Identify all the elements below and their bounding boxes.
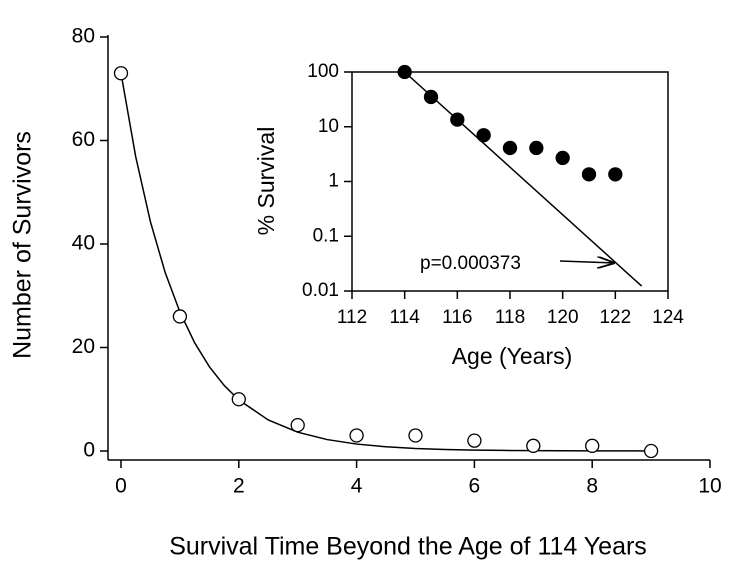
y-tick-label: 20 — [72, 335, 95, 358]
data-point — [113, 66, 129, 81]
x-axis-label: Survival Time Beyond the Age of 114 Year… — [169, 533, 647, 561]
data-point — [349, 428, 364, 443]
data-point — [529, 140, 544, 156]
annotation-arrow — [559, 261, 615, 263]
y-tick-label: 40 — [72, 232, 95, 255]
data-point — [231, 392, 246, 407]
x-tick-label: 2 — [233, 475, 245, 498]
x-tick-label: 8 — [586, 475, 598, 498]
y-tick-label: 0.1 — [313, 225, 339, 246]
data-point — [581, 167, 597, 182]
x-tick-label: 120 — [547, 307, 579, 328]
x-tick-label: 122 — [599, 307, 631, 328]
x-tick-label: 116 — [442, 307, 472, 328]
y-tick-label: 0.01 — [302, 280, 339, 301]
y-tick-label: 60 — [72, 128, 95, 151]
x-tick-label: 112 — [337, 307, 367, 328]
x-tick-label: 114 — [390, 307, 421, 328]
x-axis-label: Age (Years) — [452, 343, 573, 369]
x-tick-label: 118 — [495, 307, 525, 328]
fit-line — [404, 71, 643, 287]
x-tick-label: 10 — [698, 475, 721, 498]
data-point — [467, 433, 482, 448]
data-point — [585, 438, 600, 453]
data-point — [450, 112, 465, 127]
y-tick-label: 1 — [328, 171, 339, 192]
data-point — [397, 64, 412, 80]
x-tick-label: 6 — [469, 475, 481, 498]
data-point — [476, 128, 491, 143]
data-point — [643, 443, 659, 459]
data-point — [555, 150, 570, 166]
y-tick-label: 100 — [307, 61, 339, 82]
x-tick-label: 124 — [652, 307, 684, 328]
y-axis-label: Number of Survivors — [9, 131, 37, 359]
data-point — [608, 167, 623, 182]
data-point — [423, 89, 439, 105]
fit-line — [120, 73, 657, 452]
y-tick-label: 80 — [72, 25, 95, 48]
x-tick-label: 4 — [351, 475, 363, 498]
y-axis-label: % Survival — [253, 127, 279, 236]
data-point — [526, 438, 541, 453]
annotation: p=0.000373 — [420, 253, 521, 274]
data-point — [290, 417, 305, 433]
data-point — [172, 309, 188, 324]
y-tick-label: 0 — [83, 439, 95, 462]
data-point — [408, 428, 423, 443]
y-tick-label: 10 — [318, 116, 339, 137]
x-tick-label: 0 — [115, 475, 127, 498]
data-point — [502, 140, 518, 156]
